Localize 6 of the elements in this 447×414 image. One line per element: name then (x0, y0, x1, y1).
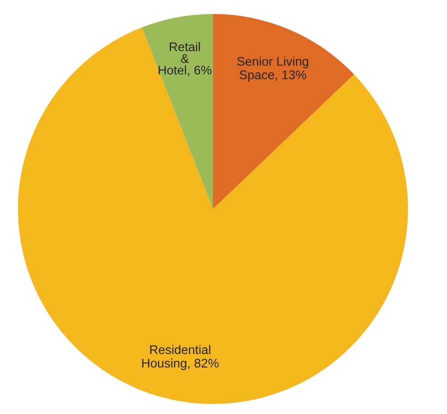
slice-label: Residential Housing, 82% (142, 344, 219, 370)
slice-label: Senior Living Space, 13% (237, 56, 308, 82)
pie-slice (18, 27, 408, 404)
pie-slice (142, 14, 213, 209)
pie-slice (213, 14, 354, 209)
slice-label: Retail & Hotel, 6% (158, 42, 212, 76)
